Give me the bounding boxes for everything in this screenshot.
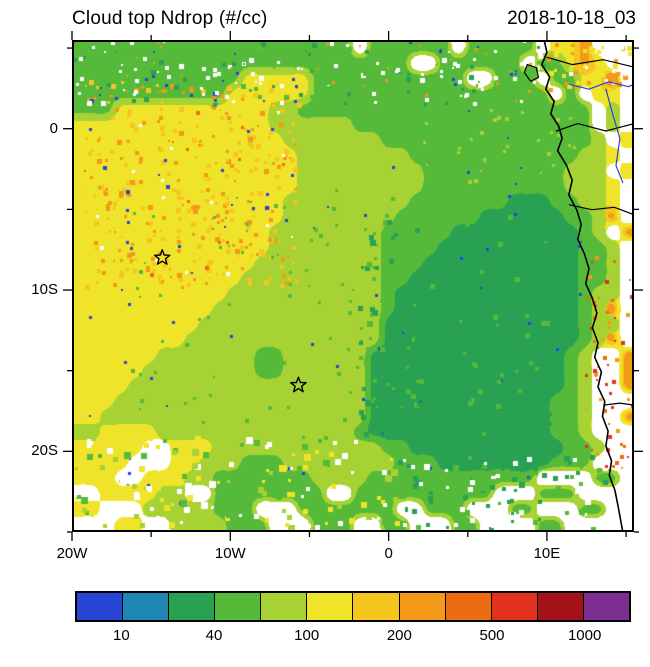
colorbar-tick-label: 1000: [567, 627, 602, 644]
x-axis-label: 10W: [214, 545, 246, 562]
colorbar-cell: [491, 593, 538, 620]
colorbar-cell: [169, 593, 216, 620]
y-axis-label: 20S: [31, 442, 58, 460]
y-axis-label: 0: [49, 119, 58, 137]
plot-frame: [72, 40, 634, 532]
date-label: 2018-10-18_03: [507, 8, 636, 29]
colorbar-cell: [123, 593, 170, 620]
country-border: [603, 402, 634, 406]
star-marker: [290, 376, 307, 393]
colorbar-cell: [215, 593, 262, 620]
colorbar-tick-label: 100: [294, 627, 320, 644]
colorbar-cell: [399, 593, 446, 620]
map-plot: [72, 40, 634, 532]
ndrop-field-canvas: [72, 40, 634, 532]
colorbar-tick-label: 40: [205, 627, 223, 644]
colorbar-tick-label: 10: [112, 627, 130, 644]
colorbar-tick-label: 200: [386, 627, 412, 644]
map-overlay: [72, 40, 634, 532]
country-border: [568, 204, 634, 216]
coastline: [541, 40, 624, 532]
y-axis-label: 10S: [31, 281, 58, 299]
x-axis-label: 20W: [56, 545, 88, 562]
plot-title: Cloud top Ndrop (#/cc): [72, 8, 268, 29]
colorbar-cell: [77, 593, 124, 620]
country-border: [555, 123, 634, 132]
colorbar-tick-label: 500: [479, 627, 505, 644]
colorbar-cell: [445, 593, 492, 620]
x-axis-label: 0: [384, 545, 393, 562]
colorbar-cell: [537, 593, 584, 620]
colorbar: [75, 591, 631, 622]
colorbar-cell: [307, 593, 354, 620]
river-line: [568, 81, 634, 90]
river-line: [605, 88, 624, 184]
colorbar-cell: [583, 593, 629, 620]
colorbar-cell: [353, 593, 400, 620]
x-axis-label: 10E: [533, 545, 561, 562]
colorbar-cell: [261, 593, 308, 620]
country-border: [546, 56, 634, 68]
star-marker: [153, 249, 171, 265]
island-outline: [523, 63, 540, 82]
